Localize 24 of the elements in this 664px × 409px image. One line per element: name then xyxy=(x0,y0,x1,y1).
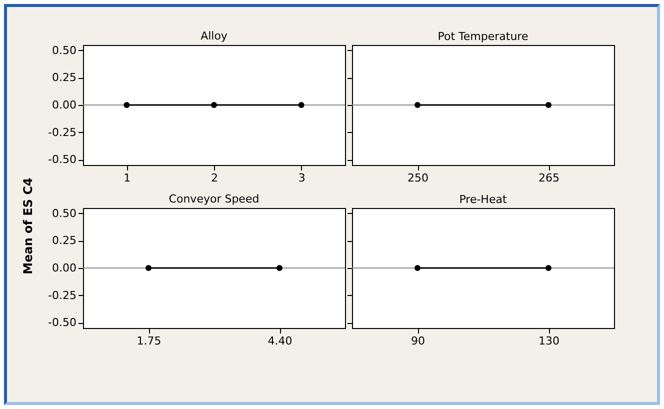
y-tick-label: -0.25 xyxy=(48,288,76,302)
y-tick-label: -0.50 xyxy=(48,316,76,330)
y-tick-label: 0.00 xyxy=(52,98,76,112)
chart-title: Pre-Heat xyxy=(459,193,508,206)
x-tick-label: 1 xyxy=(124,172,131,184)
x-tick-label: 250 xyxy=(408,172,428,184)
chart-title: Conveyor Speed xyxy=(168,192,260,206)
chart-title: Pot Temperature xyxy=(438,30,528,43)
y-tick-label: 0.50 xyxy=(52,206,76,220)
x-tick-label: 90 xyxy=(411,334,425,348)
y-tick-label: 0.00 xyxy=(52,262,76,274)
x-tick-label: 265 xyxy=(538,172,560,184)
y-axis-title: Mean of ES C4 xyxy=(21,178,35,274)
y-tick-label: -0.50 xyxy=(48,153,76,166)
y-tick-label: 0.25 xyxy=(52,71,76,84)
y-tick-label: -0.25 xyxy=(48,126,76,139)
x-tick-label: 1.75 xyxy=(136,334,162,348)
chart-title: Alloy xyxy=(200,29,228,42)
x-tick-label: 130 xyxy=(538,334,560,348)
x-tick-label: 3 xyxy=(298,172,306,184)
x-tick-label: 2 xyxy=(211,172,218,184)
x-tick-label: 4.40 xyxy=(268,334,292,348)
y-tick-label: 0.50 xyxy=(52,44,76,57)
y-tick-label: 0.25 xyxy=(52,234,76,248)
